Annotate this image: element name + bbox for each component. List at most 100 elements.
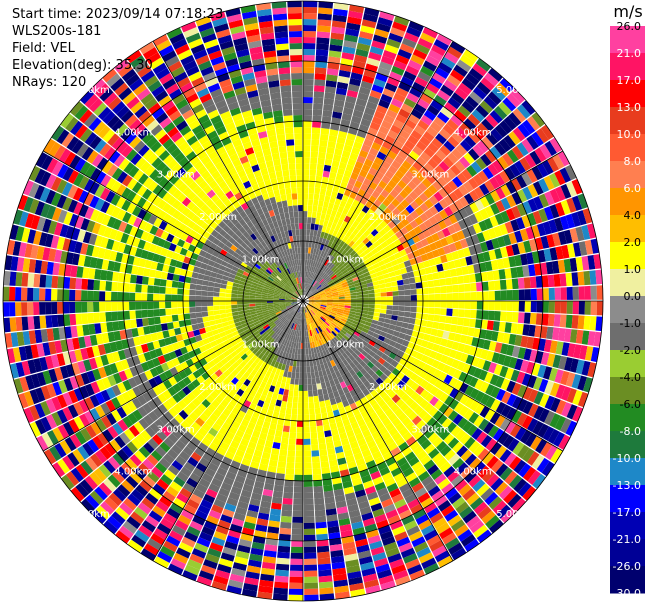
- velocity-gate: [391, 247, 399, 255]
- velocity-gate: [313, 254, 318, 261]
- velocity-gate: [434, 165, 446, 176]
- velocity-gate: [390, 234, 399, 242]
- velocity-gate: [355, 98, 368, 107]
- velocity-gate: [454, 199, 464, 211]
- velocity-gate: [482, 167, 494, 180]
- velocity-gate: [521, 100, 536, 115]
- velocity-gate: [472, 63, 488, 77]
- velocity-gate: [412, 48, 428, 60]
- velocity-gate: [371, 220, 379, 229]
- velocity-gate: [468, 177, 479, 190]
- velocity-gate: [539, 144, 552, 159]
- velocity-gate: [330, 32, 345, 41]
- velocity-gate: [306, 283, 309, 290]
- velocity-gate: [453, 211, 463, 222]
- velocity-gate: [422, 60, 437, 72]
- velocity-gate: [433, 116, 446, 128]
- velocity-gate: [503, 134, 516, 149]
- velocity-gate: [469, 189, 480, 202]
- velocity-gate: [485, 132, 499, 146]
- velocity-gate: [311, 241, 316, 249]
- velocity-gate: [388, 32, 403, 43]
- velocity-gate: [349, 259, 357, 266]
- velocity-gate: [430, 169, 441, 180]
- velocity-gate: [347, 256, 355, 263]
- velocity-gate: [352, 220, 360, 228]
- velocity-gate: [346, 22, 361, 31]
- velocity-gate: [343, 271, 350, 277]
- velocity-gate: [393, 184, 403, 194]
- velocity-gate: [313, 103, 323, 110]
- velocity-gate: [387, 150, 398, 160]
- velocity-gate: [320, 271, 326, 278]
- velocity-gate: [335, 231, 342, 239]
- velocity-gate: [458, 82, 472, 96]
- velocity-gate: [382, 198, 391, 207]
- velocity-gate: [382, 49, 397, 60]
- velocity-gate: [316, 284, 322, 290]
- velocity-gate: [476, 140, 489, 153]
- velocity-gate: [329, 255, 335, 262]
- velocity-gate: [317, 25, 331, 33]
- velocity-gate: [314, 224, 319, 231]
- velocity-gate: [444, 102, 457, 114]
- velocity-gate: [398, 165, 409, 175]
- velocity-gate: [304, 271, 306, 278]
- velocity-gate: [323, 232, 329, 240]
- velocity-gate: [345, 28, 360, 37]
- velocity-gate: [499, 78, 515, 93]
- velocity-gate: [437, 89, 451, 102]
- velocity-gate: [303, 157, 310, 164]
- velocity-gate: [314, 187, 321, 195]
- velocity-gate: [526, 116, 541, 131]
- velocity-gate: [303, 241, 306, 248]
- velocity-gate: [309, 181, 315, 188]
- velocity-gate: [410, 200, 420, 210]
- velocity-gate: [317, 262, 322, 269]
- velocity-gate: [410, 54, 425, 66]
- velocity-gate: [417, 119, 430, 131]
- velocity-gate: [314, 181, 322, 189]
- velocity-gate: [333, 236, 339, 244]
- velocity-gate: [341, 113, 352, 122]
- velocity-gate: [356, 155, 366, 164]
- velocity-gate: [335, 260, 341, 267]
- velocity-gate: [355, 231, 363, 239]
- velocity-gate: [334, 198, 342, 206]
- velocity-gate: [498, 138, 512, 152]
- velocity-gate: [373, 156, 384, 166]
- velocity-gate: [309, 169, 317, 176]
- velocity-gate: [333, 8, 348, 17]
- velocity-gate: [370, 259, 378, 266]
- velocity-gate: [313, 274, 318, 281]
- velocity-gate: [368, 255, 376, 262]
- velocity-gate: [318, 287, 324, 292]
- velocity-gate: [419, 202, 429, 213]
- velocity-gate: [322, 251, 328, 259]
- velocity-gate: [355, 48, 369, 58]
- velocity-gate: [459, 196, 469, 208]
- velocity-gate: [406, 92, 420, 104]
- velocity-gate: [401, 160, 412, 170]
- velocity-gate: [312, 115, 322, 122]
- velocity-gate: [349, 204, 357, 213]
- velocity-gate: [324, 252, 330, 260]
- velocity-gate: [512, 127, 526, 142]
- velocity-gate: [352, 235, 359, 243]
- velocity-gate: [344, 245, 351, 252]
- velocity-gate: [311, 217, 316, 224]
- velocity-gate: [320, 231, 325, 239]
- velocity-gate: [372, 240, 381, 248]
- velocity-gate: [517, 123, 531, 138]
- velocity-gate: [342, 46, 356, 55]
- velocity-gate: [346, 265, 354, 272]
- velocity-gate: [395, 194, 405, 203]
- velocity-gate: [514, 160, 526, 175]
- velocity-gate: [490, 128, 503, 142]
- velocity-gate: [389, 189, 399, 199]
- velocity-rays: [3, 1, 603, 601]
- velocity-gate: [384, 184, 394, 194]
- velocity-gate: [400, 217, 410, 227]
- velocity-gate: [303, 7, 318, 14]
- velocity-gate: [309, 253, 313, 260]
